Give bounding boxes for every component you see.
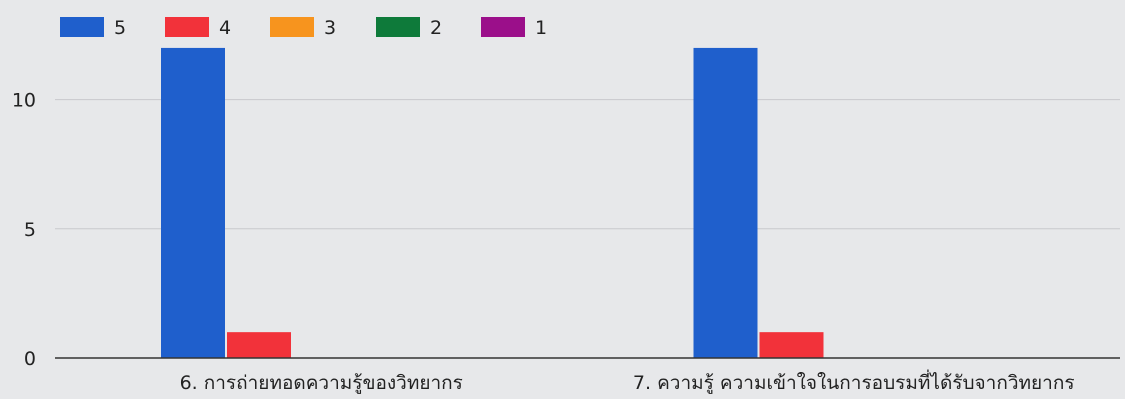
- bar-4-1: [227, 332, 291, 358]
- legend-swatch-2: [376, 17, 420, 37]
- bar-5-2: [693, 47, 758, 359]
- x-category-label: 7. ความรู้ ความเข้าใจในการอบรมที่ได้รับจ…: [633, 369, 1075, 394]
- y-tick-label: 0: [24, 348, 36, 370]
- legend-label-3: 3: [324, 17, 336, 39]
- legend-label-5: 5: [114, 17, 126, 39]
- legend-label-4: 4: [219, 17, 231, 39]
- x-category-label: 6. การถ่ายทอดความรู้ของวิทยากร: [180, 372, 463, 394]
- bar-4-2: [759, 332, 824, 358]
- bar-5-1: [161, 47, 225, 359]
- legend-swatch-4: [165, 17, 209, 37]
- legend-swatch-1: [481, 17, 525, 37]
- legend-label-1: 1: [535, 17, 547, 39]
- legend-swatch-3: [270, 17, 314, 37]
- y-tick-label: 5: [24, 219, 36, 241]
- legend-swatch-5: [60, 17, 104, 37]
- y-tick-label: 10: [12, 90, 36, 112]
- legend-label-2: 2: [430, 17, 442, 39]
